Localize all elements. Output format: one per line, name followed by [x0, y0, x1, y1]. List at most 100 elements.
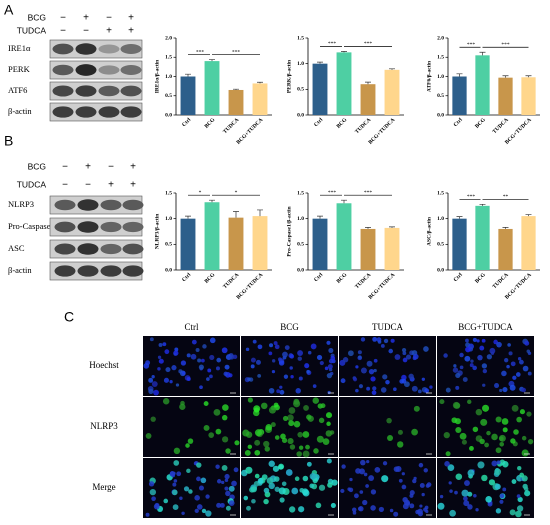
significance-label: ***: [467, 194, 476, 200]
nucleus: [326, 340, 331, 345]
merge-signal: [278, 463, 285, 470]
merge-signal: [294, 476, 300, 482]
nucleus: [455, 385, 460, 390]
nucleus: [163, 377, 170, 383]
blot-band: [75, 106, 97, 118]
merge-signal: [393, 466, 400, 472]
merge-signal: [331, 479, 338, 486]
nucleus: [174, 347, 179, 352]
merge-signal: [360, 459, 366, 466]
bar: [360, 228, 376, 270]
condition-sign: −: [62, 180, 68, 191]
merge-signal: [419, 504, 423, 508]
nucleus: [465, 346, 471, 353]
y-tick-label: 2.0: [437, 35, 444, 41]
bar: [180, 218, 196, 270]
merge-signal: [309, 483, 315, 489]
nucleus: [245, 347, 250, 352]
x-tick-label: TUDCA: [492, 272, 510, 290]
nucleus: [272, 359, 276, 363]
nlrp3-signal: [302, 450, 310, 458]
significance-label: ***: [328, 190, 337, 196]
condition-sign: −: [108, 162, 114, 173]
merge-signal: [205, 494, 210, 499]
merge-signal: [196, 462, 202, 468]
nucleus: [171, 365, 177, 371]
nlrp3-signal: [242, 429, 250, 437]
nucleus: [190, 353, 197, 360]
nucleus: [327, 364, 333, 370]
merge-signal: [224, 486, 229, 491]
nucleus: [153, 389, 159, 396]
y-axis-label: ASC/β-actin: [426, 217, 432, 246]
y-tick-label: 1.0: [437, 216, 444, 222]
x-tick-label: Ctrl: [453, 117, 464, 128]
merge-signal: [285, 469, 293, 476]
nlrp3-signal: [397, 429, 403, 435]
nucleus: [380, 387, 387, 393]
nucleus: [175, 383, 180, 387]
nucleus: [273, 341, 278, 346]
nucleus: [481, 338, 486, 343]
merge-signal: [205, 510, 212, 517]
condition-sign: −: [62, 162, 68, 173]
nlrp3-signal: [480, 418, 488, 426]
nucleus: [324, 366, 329, 371]
merge-signal: [398, 478, 403, 483]
nucleus: [169, 380, 173, 384]
nucleus: [486, 354, 492, 360]
blot-band: [120, 65, 142, 75]
merge-signal: [402, 496, 408, 503]
nucleus: [252, 339, 257, 344]
merge-signal: [302, 475, 309, 482]
merge-signal: [225, 490, 231, 497]
merge-signal: [401, 472, 405, 476]
condition-sign: +: [128, 26, 134, 37]
merge-signal: [250, 486, 257, 493]
nlrp3-signal: [287, 414, 294, 422]
merge-signal: [502, 487, 507, 492]
bar: [498, 228, 513, 270]
x-tick-label: Ctrl: [313, 117, 324, 128]
nlrp3-signal: [247, 397, 253, 403]
merge-signal: [348, 487, 354, 493]
nucleus: [455, 372, 461, 379]
y-tick-label: 0.0: [165, 267, 172, 273]
nlrp3-signal: [297, 431, 303, 438]
bar: [452, 76, 467, 115]
nlrp3-signal: [521, 435, 527, 441]
blot-label: PERK: [8, 64, 31, 74]
nucleus: [290, 375, 294, 379]
y-tick-label: 1.0: [437, 74, 444, 80]
blot-band: [122, 199, 144, 211]
x-tick-label: Ctrl: [181, 117, 192, 128]
nucleus: [352, 377, 358, 382]
merge-signal: [499, 499, 504, 504]
nucleus: [195, 348, 200, 352]
nucleus: [284, 345, 290, 350]
error-bar: [479, 51, 486, 56]
nlrp3-signal: [303, 405, 309, 411]
nucleus: [355, 365, 359, 369]
bar: [384, 227, 400, 270]
nucleus: [526, 349, 531, 354]
x-tick-label: TUDCA: [492, 117, 510, 135]
nucleus: [402, 351, 407, 356]
nucleus: [443, 353, 448, 358]
merge-signal: [362, 499, 368, 506]
merge-signal: [349, 477, 353, 482]
nlrp3-signal: [145, 433, 152, 439]
blot-band: [98, 106, 120, 118]
nucleus: [268, 351, 273, 356]
merge-signal: [481, 474, 488, 482]
row-label: NLRP3: [90, 421, 118, 431]
bar: [452, 218, 467, 270]
nucleus: [499, 388, 503, 393]
y-tick-label: 1.5: [297, 190, 304, 196]
nlrp3-signal: [459, 432, 467, 440]
y-axis-label: Pro-Caspase1/β-actin: [286, 206, 292, 256]
y-tick-label: 0.5: [297, 242, 304, 248]
nlrp3-signal: [296, 451, 303, 457]
nlrp3-signal: [499, 441, 505, 447]
